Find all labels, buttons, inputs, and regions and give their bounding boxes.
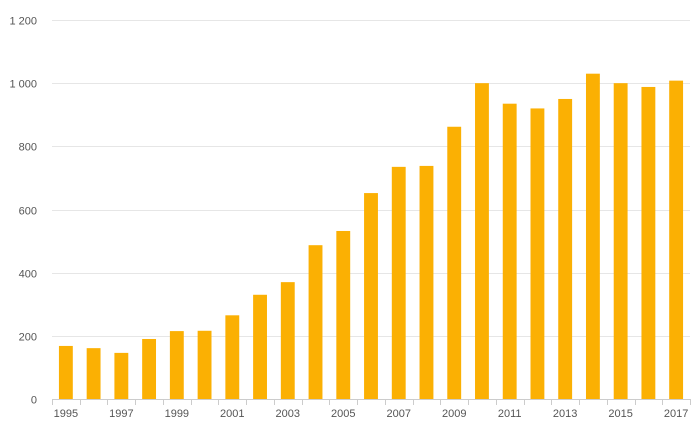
bar-1996: [86, 348, 101, 399]
x-axis: [52, 399, 691, 405]
x-axis-tick-labels: 1995 1997 1999 2001 2003 2005 2007 2009 2011 2013…: [54, 408, 689, 420]
bar-1995: [58, 345, 73, 399]
x-tick-label: 1997: [109, 408, 133, 420]
x-tick-label: 2015: [608, 408, 632, 420]
y-tick-label: 1 200: [9, 16, 37, 28]
x-tick-label: 1999: [165, 408, 189, 420]
bar-2001: [225, 315, 240, 399]
bar-2014: [585, 73, 600, 400]
x-tick-label: 2017: [664, 408, 688, 420]
y-tick-label: 0: [31, 395, 37, 407]
y-tick-label: 1 000: [9, 79, 37, 91]
bar-2003: [280, 282, 295, 399]
x-tick-label: 2009: [442, 408, 466, 420]
x-tick-label: 2011: [498, 408, 522, 420]
x-tick-label: 1995: [54, 408, 78, 420]
bar-2006: [364, 193, 378, 399]
bar-2015: [613, 83, 628, 400]
y-axis-tick-labels: 0 200 400 600 800 1 000 1 200: [9, 16, 37, 407]
bar-2000: [197, 330, 212, 399]
bars: [58, 73, 684, 400]
bar-1998: [142, 338, 157, 399]
bar-2009: [447, 126, 462, 400]
bar-2011: [502, 103, 517, 399]
bar-2004: [308, 245, 323, 399]
x-tick-label: 2005: [331, 408, 355, 420]
bar-2010: [475, 83, 489, 400]
bar-2013: [558, 98, 573, 399]
y-tick-label: 400: [19, 269, 37, 281]
y-tick-label: 600: [19, 206, 37, 218]
bar-2005: [336, 230, 351, 399]
bar-2017: [669, 80, 684, 399]
x-tick-label: 2007: [386, 408, 410, 420]
x-tick-label: 2003: [276, 408, 300, 420]
bar-1999: [169, 331, 184, 399]
bar-1997: [114, 352, 129, 399]
bar-2008: [419, 165, 434, 399]
bar-2002: [253, 294, 267, 399]
x-tick-label: 2013: [553, 408, 577, 420]
bar-2012: [530, 108, 545, 399]
x-tick-label: 2001: [220, 408, 244, 420]
y-tick-label: 200: [19, 332, 37, 344]
bar-2007: [391, 166, 406, 399]
bar-2016: [641, 86, 656, 399]
y-tick-label: 800: [19, 142, 37, 154]
